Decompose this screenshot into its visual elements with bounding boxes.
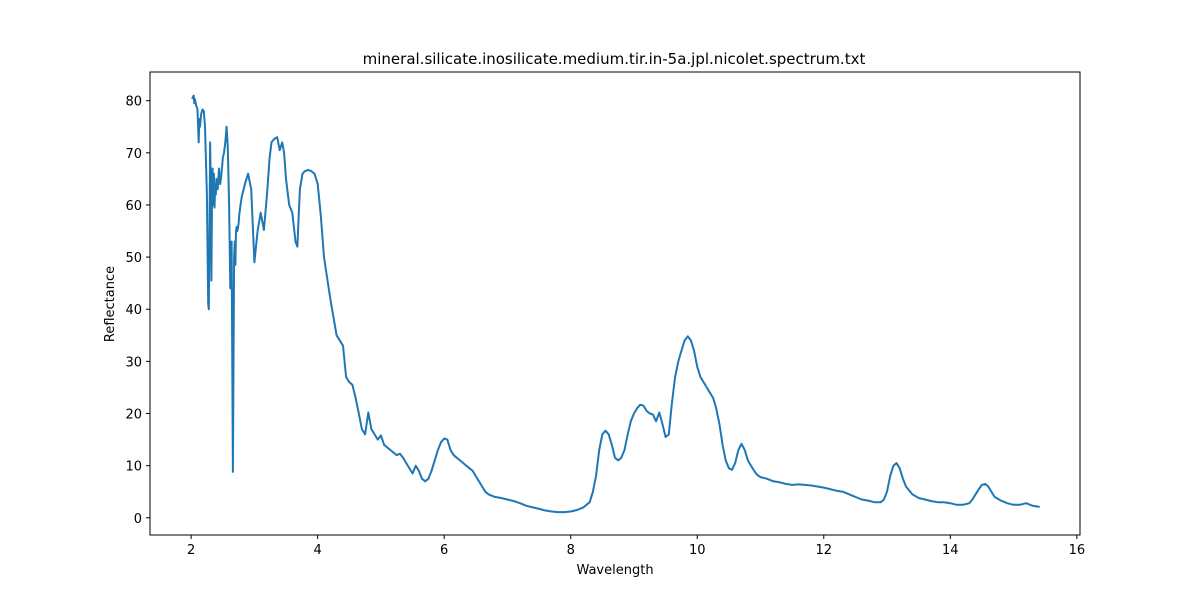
x-tick-label: 14 [942,543,959,558]
y-tick-label: 0 [134,512,142,527]
plot-frame [149,71,1081,536]
y-tick-label: 10 [125,460,142,475]
x-tick-label: 16 [1069,543,1086,558]
y-axis-label: Reflectance [103,266,118,342]
x-tick-label: 12 [816,543,833,558]
x-tick-label: 10 [689,543,706,558]
x-axis-label: Wavelength [576,563,653,578]
spectrum-line-0 [191,94,1040,514]
y-tick-label: 80 [125,95,142,110]
x-tick-label: 6 [440,543,448,558]
y-tick-label: 30 [125,355,142,370]
y-tick-label: 20 [125,408,142,423]
y-tick-label: 50 [125,251,142,266]
chart-title: mineral.silicate.inosilicate.medium.tir.… [363,50,866,68]
x-tick-label: 2 [187,543,195,558]
y-tick-label: 60 [125,199,142,214]
y-tick-label: 40 [125,303,142,318]
x-tick-label: 4 [314,543,322,558]
y-tick-label: 70 [125,147,142,162]
axis-ticks: 2 4 6 8 10 12 14 16 0 10 20 30 40 50 60 70 80 [125,95,1085,558]
x-tick-label: 8 [567,543,575,558]
plot-area [191,94,1040,514]
